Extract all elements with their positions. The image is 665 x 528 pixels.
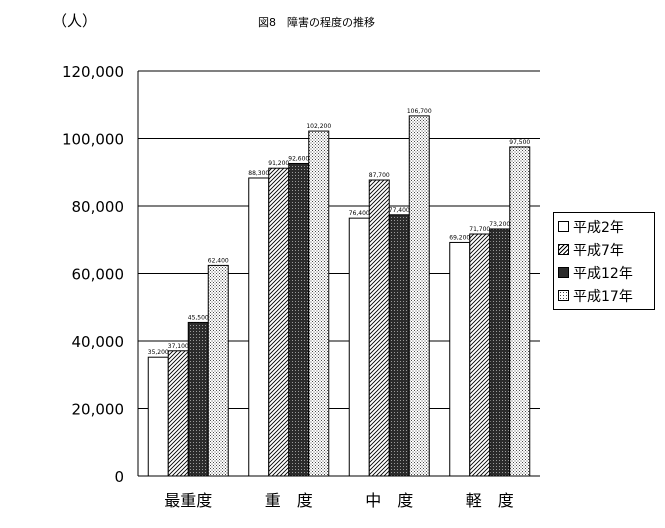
data-label: 77,400 — [389, 207, 410, 214]
x-category-label: 軽 度 — [466, 491, 514, 510]
y-tick-label: 80,000 — [72, 198, 125, 216]
data-label: 35,200 — [148, 349, 169, 356]
data-label: 76,400 — [349, 210, 370, 217]
bar — [469, 233, 491, 477]
bar — [288, 162, 310, 477]
legend-label: 平成12年 — [573, 265, 633, 282]
bar — [449, 241, 471, 477]
bar — [147, 356, 169, 477]
data-label: 88,300 — [248, 170, 269, 177]
legend-item-heisei7: 平成7年 — [558, 238, 650, 261]
data-label: 87,700 — [369, 172, 390, 179]
bar — [308, 130, 330, 477]
bar — [509, 146, 531, 477]
bar — [167, 350, 189, 477]
data-label: 106,700 — [407, 108, 432, 115]
bar — [408, 115, 430, 477]
legend: 平成2年 平成7年 平成12年 平成17年 — [553, 212, 655, 310]
legend-swatch-heisei17 — [558, 290, 569, 301]
bar — [248, 177, 270, 477]
legend-label: 平成7年 — [573, 242, 624, 259]
legend-label: 平成17年 — [573, 288, 633, 305]
bar — [388, 214, 410, 477]
bar — [268, 167, 290, 477]
data-label: 102,200 — [306, 123, 331, 130]
legend-item-heisei17: 平成17年 — [558, 284, 650, 307]
bar — [187, 321, 209, 477]
bar — [489, 228, 511, 477]
chart-title: 図8 障害の程度の推移 — [258, 16, 375, 29]
legend-item-heisei2: 平成2年 — [558, 215, 650, 238]
data-label: 45,500 — [188, 314, 209, 321]
y-tick-label: 60,000 — [72, 266, 125, 284]
legend-item-heisei12: 平成12年 — [558, 261, 650, 284]
data-label: 62,400 — [208, 257, 229, 264]
data-label: 37,100 — [168, 343, 189, 350]
legend-label: 平成2年 — [573, 219, 624, 236]
bar — [207, 264, 229, 477]
y-tick-label: 100,000 — [62, 131, 124, 149]
data-label: 97,500 — [509, 139, 530, 146]
data-label: 73,200 — [489, 221, 510, 228]
legend-swatch-heisei7 — [558, 244, 569, 255]
legend-swatch-heisei12 — [558, 267, 569, 278]
x-category-label: 重 度 — [265, 491, 313, 510]
legend-swatch-heisei2 — [558, 221, 569, 232]
y-unit-label: （人） — [52, 12, 98, 30]
y-tick-label: 120,000 — [62, 63, 124, 81]
bar — [368, 179, 390, 477]
y-tick-label: 20,000 — [72, 401, 125, 419]
x-category-label: 最重度 — [164, 491, 212, 510]
y-tick-label: 40,000 — [72, 333, 125, 351]
y-tick-label: 0 — [114, 468, 124, 486]
data-label: 69,200 — [449, 234, 470, 241]
x-category-label: 中 度 — [365, 491, 413, 510]
data-label: 71,700 — [469, 226, 490, 233]
data-label: 92,600 — [288, 155, 309, 162]
data-label: 91,200 — [268, 160, 289, 167]
bar — [348, 217, 370, 477]
